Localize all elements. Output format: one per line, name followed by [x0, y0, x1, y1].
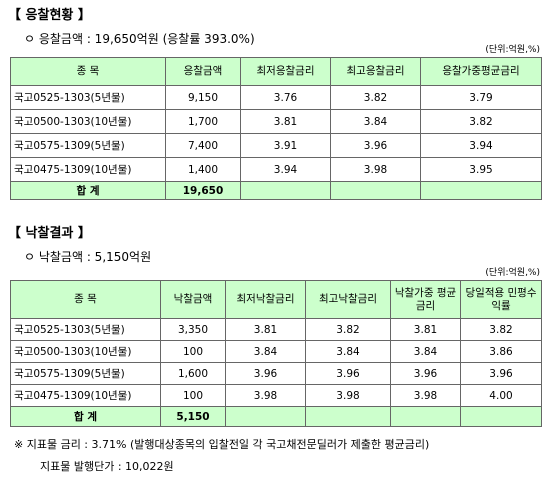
table: 종 목 응찰금액 최저응찰금리 최고응찰금리 응찰가중평균금리 국고0525-1303(5…	[10, 57, 542, 200]
table: 종 목 낙찰금액 최저낙찰금리 최고낙찰금리 낙찰가중 평균금리 당일적용 민평수익률 국고…	[10, 280, 542, 427]
empty-cell	[390, 406, 461, 427]
cell: 국고0475-1309(10년물)	[10, 157, 166, 182]
header-cell: 낙찰가중 평균금리	[390, 280, 461, 319]
cell: 국고0500-1303(10년물)	[10, 109, 166, 134]
cell: 3.82	[330, 85, 421, 110]
section-title: 【 응찰현황 】	[8, 8, 91, 23]
cell: 1,700	[165, 109, 241, 134]
cell: 3.94	[420, 133, 542, 158]
total-cell: 19,650	[165, 181, 241, 200]
cell: 3.98	[330, 157, 421, 182]
header-cell: 종 목	[10, 280, 161, 319]
cell: 국고0500-1303(10년물)	[10, 340, 161, 363]
row: 국고0475-1309(10년물) 1,400 3.94 3.98 3.95	[10, 157, 542, 182]
cell: 7,400	[165, 133, 241, 158]
cell: 100	[160, 384, 226, 407]
row: 국고0525-1303(5년물) 9,150 3.76 3.82 3.79	[10, 85, 542, 110]
cell: 3.96	[460, 362, 542, 385]
cell: 3.81	[225, 318, 306, 341]
summary: ㅇ 응찰금액 : 19,650억원 (응찰률 393.0%)	[24, 32, 255, 46]
header-cell: 응찰가중평균금리	[420, 57, 542, 86]
header-cell: 응찰금액	[165, 57, 241, 86]
unit: (단위:억원,%)	[485, 45, 540, 55]
cell: 국고0525-1303(5년물)	[10, 318, 161, 341]
empty-cell	[240, 181, 331, 200]
empty-cell	[330, 181, 421, 200]
cell: 3.95	[420, 157, 542, 182]
section-title: 【 낙찰결과 】	[8, 226, 91, 241]
cell: 3.84	[225, 340, 306, 363]
cell: 국고0525-1303(5년물)	[10, 85, 166, 110]
header-cell: 최저낙찰금리	[225, 280, 306, 319]
total-row: 합 계 19,650	[10, 181, 542, 200]
cell: 3.96	[225, 362, 306, 385]
empty-cell	[460, 406, 542, 427]
header-cell: 종 목	[10, 57, 166, 86]
cell: 3,350	[160, 318, 226, 341]
cell: 3.96	[390, 362, 461, 385]
total-row: 합 계 5,150	[10, 406, 542, 427]
empty-cell	[225, 406, 306, 427]
cell: 3.82	[305, 318, 391, 341]
header-cell: 최고낙찰금리	[305, 280, 391, 319]
row: 국고0475-1309(10년물) 100 3.98 3.98 3.98 4.00	[10, 384, 542, 407]
header-cell: 낙찰금액	[160, 280, 226, 319]
cell: 3.82	[460, 318, 542, 341]
cell: 1,600	[160, 362, 226, 385]
cell: 3.96	[330, 133, 421, 158]
unit: (단위:억원,%)	[485, 268, 540, 278]
empty-cell	[305, 406, 391, 427]
cell: 3.98	[390, 384, 461, 407]
cell: 3.76	[240, 85, 331, 110]
cell: 3.84	[305, 340, 391, 363]
cell: 3.91	[240, 133, 331, 158]
header-cell: 최저응찰금리	[240, 57, 331, 86]
cell: 3.79	[420, 85, 542, 110]
cell: 3.81	[240, 109, 331, 134]
note: 지표물 발행단가 : 10,022원	[40, 460, 174, 473]
cell: 국고0575-1309(5년물)	[10, 362, 161, 385]
row: 국고0575-1309(5년물) 1,600 3.96 3.96 3.96 3.96	[10, 362, 542, 385]
cell: 3.81	[390, 318, 461, 341]
cell: 3.96	[305, 362, 391, 385]
cell: 3.84	[390, 340, 461, 363]
cell: 1,400	[165, 157, 241, 182]
cell: 3.84	[330, 109, 421, 134]
row: 국고0500-1303(10년물) 1,700 3.81 3.84 3.82	[10, 109, 542, 134]
cell: 3.98	[225, 384, 306, 407]
header-cell: 당일적용 민평수익률	[460, 280, 542, 319]
total-cell: 합 계	[10, 406, 161, 427]
cell: 3.98	[305, 384, 391, 407]
header-cell: 최고응찰금리	[330, 57, 421, 86]
cell: 국고0475-1309(10년물)	[10, 384, 161, 407]
summary: ㅇ 낙찰금액 : 5,150억원	[24, 250, 152, 264]
cell: 4.00	[460, 384, 542, 407]
cell: 9,150	[165, 85, 241, 110]
row: 국고0575-1309(5년물) 7,400 3.91 3.96 3.94	[10, 133, 542, 158]
row: 국고0525-1303(5년물) 3,350 3.81 3.82 3.81 3.82	[10, 318, 542, 341]
total-cell: 합 계	[10, 181, 166, 200]
empty-cell	[420, 181, 542, 200]
total-cell: 5,150	[160, 406, 226, 427]
row: 국고0500-1303(10년물) 100 3.84 3.84 3.84 3.86	[10, 340, 542, 363]
cell: 국고0575-1309(5년물)	[10, 133, 166, 158]
header-row: 종 목 낙찰금액 최저낙찰금리 최고낙찰금리 낙찰가중 평균금리 당일적용 민평수익률	[10, 280, 542, 319]
cell: 3.82	[420, 109, 542, 134]
note: ※ 지표물 금리 : 3.71% (발행대상종목의 입찰전일 각 국고채전문딜러…	[14, 438, 430, 451]
cell: 100	[160, 340, 226, 363]
cell: 3.86	[460, 340, 542, 363]
header-row: 종 목 응찰금액 최저응찰금리 최고응찰금리 응찰가중평균금리	[10, 57, 542, 86]
cell: 3.94	[240, 157, 331, 182]
